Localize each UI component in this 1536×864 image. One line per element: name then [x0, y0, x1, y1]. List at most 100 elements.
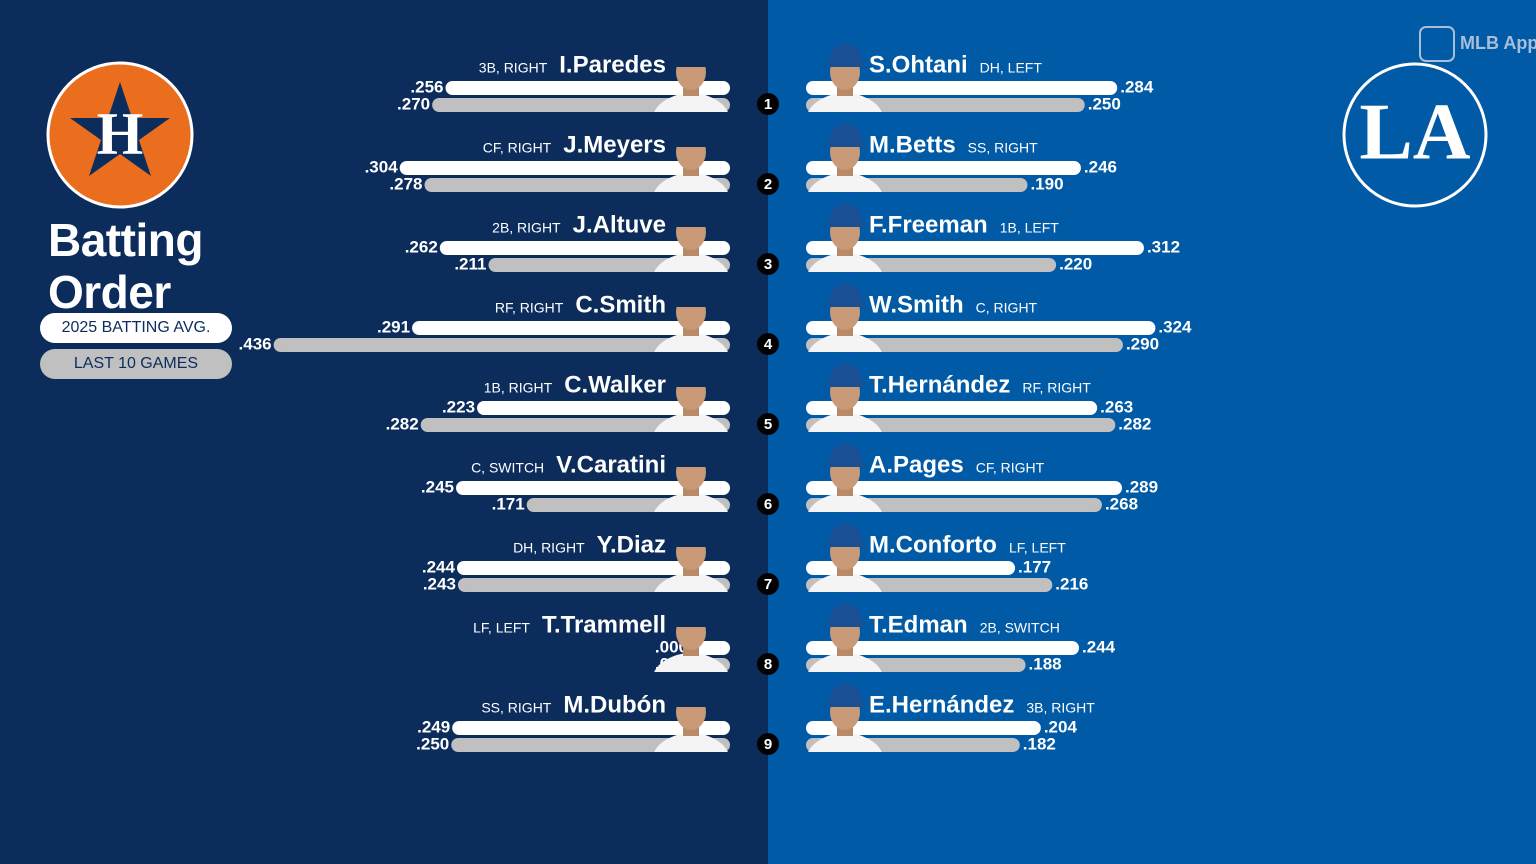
player-position: LF, LEFT — [1009, 540, 1066, 556]
bar — [399, 161, 730, 175]
player-position: DH, LEFT — [980, 60, 1043, 76]
brand: MLB App — [1460, 33, 1536, 53]
jersey — [808, 332, 882, 352]
player-position: CF, RIGHT — [483, 140, 552, 156]
cap — [829, 524, 862, 544]
cap-brim — [673, 542, 711, 547]
player-position: DH, RIGHT — [513, 540, 585, 556]
cap-brim — [673, 382, 711, 387]
player-position: LF, LEFT — [473, 620, 530, 636]
player-photo — [808, 204, 882, 272]
bar — [424, 178, 730, 192]
player-name: A.Pages — [869, 451, 964, 478]
cap — [829, 684, 862, 704]
value-label: .244 — [422, 557, 456, 576]
player-name: E.Hernández — [869, 691, 1014, 718]
player-photo — [808, 364, 882, 432]
value-label: .220 — [1059, 254, 1092, 273]
player-name: I.Paredes — [559, 51, 666, 78]
player-position: 2B, RIGHT — [492, 220, 561, 236]
value-label: .211 — [454, 254, 486, 273]
player-photo — [654, 684, 728, 752]
cap — [675, 124, 708, 144]
cap-brim — [673, 462, 711, 467]
order-number: 4 — [764, 336, 773, 353]
order-number: 7 — [764, 576, 772, 593]
bar — [806, 561, 1016, 575]
value-label: .282 — [386, 414, 419, 433]
value-label: .304 — [365, 157, 399, 176]
bar — [456, 481, 730, 495]
value-label: .282 — [1118, 414, 1151, 433]
bar — [420, 418, 730, 432]
value-label: .250 — [416, 734, 449, 753]
player-photo — [654, 524, 728, 592]
jersey — [654, 732, 728, 752]
player-name: J.Meyers — [563, 131, 666, 158]
bar — [806, 498, 1102, 512]
value-label: .284 — [1120, 77, 1154, 96]
cap — [675, 604, 708, 624]
player-position: 3B, RIGHT — [1026, 700, 1095, 716]
player-position: RF, RIGHT — [495, 300, 564, 316]
player-position: SS, RIGHT — [481, 700, 551, 716]
cap — [829, 44, 862, 64]
cap — [675, 444, 708, 464]
order-number: 9 — [764, 736, 772, 753]
order-badge — [757, 253, 779, 275]
value-label: .278 — [389, 174, 422, 193]
player-name: W.Smith — [869, 291, 964, 318]
cap-brim — [827, 302, 865, 307]
cap-brim — [673, 702, 711, 707]
jersey — [808, 252, 882, 272]
player-name: S.Ohtani — [869, 51, 968, 78]
jersey — [808, 732, 882, 752]
cap — [675, 364, 708, 384]
player-position: RF, RIGHT — [1022, 380, 1091, 396]
bar — [456, 561, 730, 575]
player-name: T.Edman — [869, 611, 968, 638]
bar — [452, 721, 730, 735]
bar — [806, 321, 1156, 335]
cap-brim — [673, 222, 711, 227]
order-badge — [757, 413, 779, 435]
cap — [829, 444, 862, 464]
jersey — [654, 92, 728, 112]
value-label: .223 — [442, 397, 475, 416]
player-name: M.Dubón — [563, 691, 666, 718]
value-label: .243 — [423, 574, 456, 593]
jersey — [654, 572, 728, 592]
player-photo — [654, 124, 728, 192]
cap — [829, 204, 862, 224]
player-name: M.Conforto — [869, 531, 997, 558]
value-label: .244 — [1082, 637, 1116, 656]
cap — [675, 684, 708, 704]
jersey — [808, 172, 882, 192]
value-label: .245 — [421, 477, 454, 496]
value-label: .256 — [410, 77, 443, 96]
cap-brim — [673, 142, 711, 147]
dodgers-logo — [1342, 62, 1488, 208]
bar — [806, 81, 1118, 95]
order-badge — [757, 173, 779, 195]
player-photo — [808, 684, 882, 752]
cap — [829, 604, 862, 624]
value-label: .177 — [1018, 557, 1051, 576]
player-photo — [654, 444, 728, 512]
order-number: 8 — [764, 656, 772, 673]
jersey — [654, 172, 728, 192]
cap-brim — [827, 622, 865, 627]
value-label: .216 — [1055, 574, 1088, 593]
value-label: .270 — [397, 94, 430, 113]
jersey — [808, 572, 882, 592]
bar — [445, 81, 730, 95]
player-name: F.Freeman — [869, 211, 988, 238]
value-label: .171 — [492, 494, 525, 513]
bar — [273, 338, 730, 352]
bar — [806, 401, 1098, 415]
order-badge — [757, 93, 779, 115]
cap-brim — [827, 382, 865, 387]
player-name: C.Smith — [575, 291, 666, 318]
legend-pill — [40, 349, 232, 379]
jersey — [808, 92, 882, 112]
